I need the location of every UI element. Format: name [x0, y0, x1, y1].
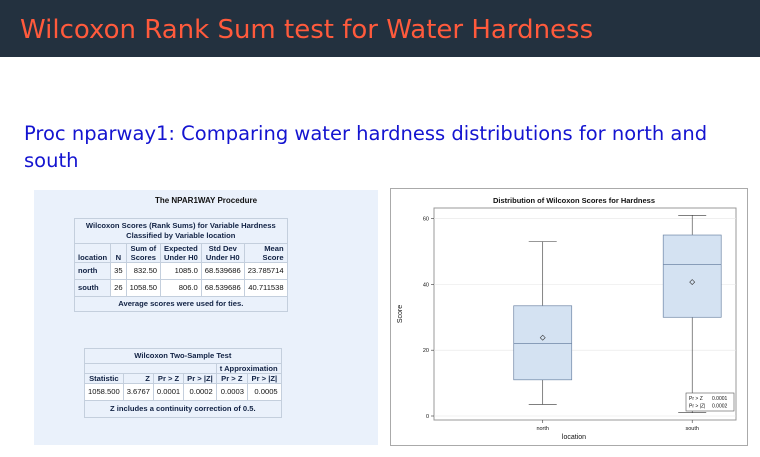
header-n: N [115, 253, 122, 262]
box-south [662, 234, 722, 318]
y-tick-label: 0 [426, 414, 429, 420]
cell: 26 [110, 279, 127, 297]
t-approx-header: t Approximation [215, 363, 282, 374]
y-tick-label: 40 [423, 282, 429, 288]
cell: 68.539686 [200, 279, 245, 297]
table-row: north 35 832.50 1085.0 68.539686 23.7857… [73, 262, 288, 280]
table-row: south 26 1058.50 806.0 68.539686 40.7115… [73, 279, 288, 297]
cell: 806.0 [160, 279, 202, 297]
header-pr-z: Pr > Z [152, 373, 185, 384]
wilcoxon-scores-table: Wilcoxon Scores (Rank Sums) for Variable… [73, 218, 288, 312]
two-sample-header-row: Statistic Z Pr > Z Pr > |Z| Pr > Z Pr > … [84, 373, 282, 384]
table-row: 1058.500 3.6767 0.0001 0.0002 0.0003 0.0… [84, 383, 282, 401]
boxes [513, 214, 722, 414]
header-stddev-1: Std Dev [208, 244, 237, 253]
header-sum-1: Sum of [130, 244, 157, 253]
header-stddev-2: Under H0 [205, 253, 240, 262]
slide-subtitle: Proc nparway1: Comparing water hardness … [24, 122, 708, 172]
header-sum-2: Scores [130, 253, 156, 262]
sas-output-panel: The NPAR1WAY Procedure Wilcoxon Scores (… [34, 190, 378, 445]
y-axis-label: Score [397, 305, 404, 323]
cell: 3.6767 [122, 383, 154, 401]
cell: 35 [110, 262, 127, 280]
header-mean-2: Score [262, 253, 284, 262]
scores-caption-1: Wilcoxon Scores (Rank Sums) for Variable… [85, 221, 276, 230]
cell: 832.50 [125, 262, 162, 280]
y-tick-label: 60 [423, 217, 429, 223]
inset-label-2: Pr > |Z| [689, 404, 705, 410]
box-north [513, 305, 573, 381]
y-axis: 0 20 40 60 [423, 217, 434, 420]
header-location: location [78, 253, 108, 262]
inset-box [685, 392, 735, 412]
x-tick-label: north [536, 426, 549, 432]
title-bar: Wilcoxon Rank Sum test for Water Hardnes… [0, 0, 760, 57]
slide-title: Wilcoxon Rank Sum test for Water Hardnes… [20, 15, 594, 45]
y-tick-label: 20 [423, 348, 429, 354]
scores-footnote: Average scores were used for ties. [74, 296, 288, 312]
two-sample-footnote: Z includes a continuity correction of 0.… [84, 400, 282, 418]
scores-header-row: location N Sum of Scores Expected Under H0… [73, 243, 288, 263]
x-axis-label: location [562, 434, 586, 441]
cell: 0.0005 [246, 383, 282, 401]
header-pr-abs-z: Pr > |Z| [183, 373, 217, 384]
cell: 0.0003 [215, 383, 248, 401]
cell: 0.0001 [152, 383, 185, 401]
mean-marker [539, 334, 546, 341]
inset-value-1: 0.0001 [712, 396, 728, 402]
two-sample-test-table: Wilcoxon Two-Sample Test t Approximation… [84, 348, 282, 418]
cell: 1058.50 [125, 279, 162, 297]
box-plot: Distribution of Wilcoxon Scores for Hard… [390, 188, 748, 446]
pvalue-inset: Pr > Z 0.0001 Pr > |Z| 0.0002 [685, 392, 735, 412]
row-label: north [73, 262, 112, 280]
procedure-title: The NPAR1WAY Procedure [154, 196, 258, 205]
cell: 23.785714 [243, 262, 288, 280]
header-t-pr-z: Pr > Z [215, 373, 248, 384]
chart-title: Distribution of Wilcoxon Scores for Hard… [493, 196, 655, 205]
x-tick-label: south [685, 426, 698, 432]
header-expected-2: Under H0 [164, 253, 198, 262]
header-z: Z [122, 373, 154, 384]
inset-label-1: Pr > Z [689, 396, 703, 402]
two-sample-caption: Wilcoxon Two-Sample Test [84, 348, 282, 364]
cell: 40.711538 [243, 279, 288, 297]
cell: 1058.500 [84, 383, 124, 401]
cell: 0.0002 [183, 383, 217, 401]
row-label: south [73, 279, 112, 297]
scores-caption-2: Classified by Variable location [126, 231, 236, 240]
header-statistic: Statistic [84, 373, 124, 384]
inset-value-2: 0.0002 [712, 404, 728, 410]
cell: 68.539686 [200, 262, 245, 280]
cell: 1085.0 [160, 262, 202, 280]
header-mean-1: Mean [264, 244, 284, 253]
mean-marker [689, 279, 696, 286]
header-t-pr-abs-z: Pr > |Z| [246, 373, 282, 384]
header-expected-1: Expected [164, 244, 198, 253]
x-axis: north south [536, 420, 699, 432]
